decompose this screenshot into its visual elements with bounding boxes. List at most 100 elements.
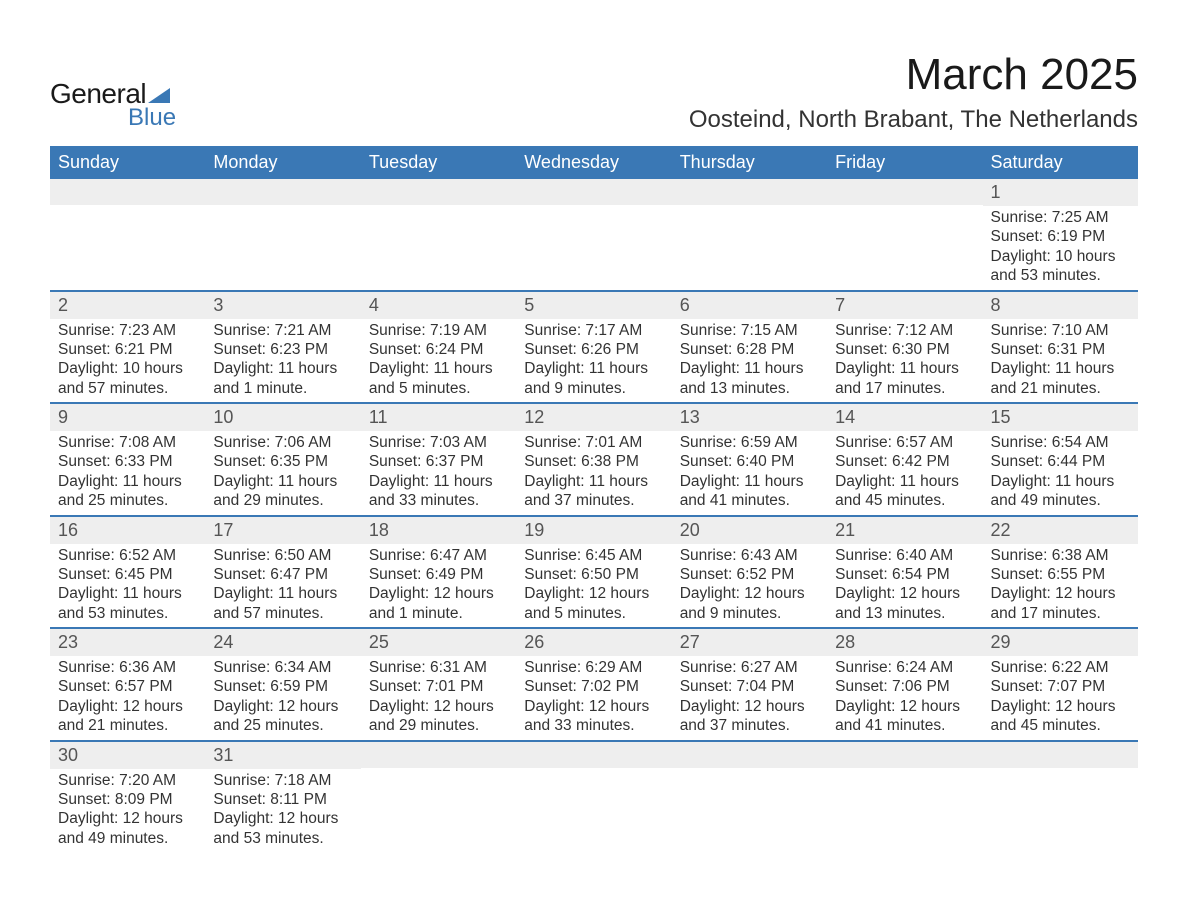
day-number	[672, 179, 827, 205]
day-details: Sunrise: 6:52 AMSunset: 6:45 PMDaylight:…	[50, 544, 205, 628]
calendar-day-cell: 25Sunrise: 6:31 AMSunset: 7:01 PMDayligh…	[361, 628, 516, 741]
day-details: Sunrise: 6:27 AMSunset: 7:04 PMDaylight:…	[672, 656, 827, 740]
calendar-body: 1Sunrise: 7:25 AMSunset: 6:19 PMDaylight…	[50, 179, 1138, 852]
title-block: March 2025 Oosteind, North Brabant, The …	[689, 50, 1138, 134]
day-number: 17	[205, 517, 360, 544]
day-details: Sunrise: 7:25 AMSunset: 6:19 PMDaylight:…	[983, 206, 1138, 290]
sunrise-text: Sunrise: 6:54 AM	[991, 433, 1130, 452]
sunset-text: Sunset: 6:40 PM	[680, 452, 819, 471]
day-details: Sunrise: 6:54 AMSunset: 6:44 PMDaylight:…	[983, 431, 1138, 515]
day-details: Sunrise: 6:24 AMSunset: 7:06 PMDaylight:…	[827, 656, 982, 740]
calendar-day-cell: 3Sunrise: 7:21 AMSunset: 6:23 PMDaylight…	[205, 291, 360, 404]
day-details: Sunrise: 7:18 AMSunset: 8:11 PMDaylight:…	[205, 769, 360, 853]
day-number	[516, 179, 671, 205]
sunset-text: Sunset: 6:52 PM	[680, 565, 819, 584]
location: Oosteind, North Brabant, The Netherlands	[689, 106, 1138, 134]
calendar-week-row: 30Sunrise: 7:20 AMSunset: 8:09 PMDayligh…	[50, 741, 1138, 853]
weekday-header: Wednesday	[516, 146, 671, 179]
calendar-day-cell: 7Sunrise: 7:12 AMSunset: 6:30 PMDaylight…	[827, 291, 982, 404]
calendar-day-cell: 4Sunrise: 7:19 AMSunset: 6:24 PMDaylight…	[361, 291, 516, 404]
calendar-day-cell: 21Sunrise: 6:40 AMSunset: 6:54 PMDayligh…	[827, 516, 982, 629]
day-number: 24	[205, 629, 360, 656]
daylight-text: Daylight: 11 hours and 49 minutes.	[991, 472, 1130, 511]
day-details: Sunrise: 7:21 AMSunset: 6:23 PMDaylight:…	[205, 319, 360, 403]
sunset-text: Sunset: 6:33 PM	[58, 452, 197, 471]
day-details	[361, 768, 516, 846]
daylight-text: Daylight: 11 hours and 53 minutes.	[58, 584, 197, 623]
day-number: 27	[672, 629, 827, 656]
sunset-text: Sunset: 6:38 PM	[524, 452, 663, 471]
calendar-day-cell	[827, 179, 982, 291]
day-details: Sunrise: 6:50 AMSunset: 6:47 PMDaylight:…	[205, 544, 360, 628]
day-details: Sunrise: 7:03 AMSunset: 6:37 PMDaylight:…	[361, 431, 516, 515]
day-details: Sunrise: 7:06 AMSunset: 6:35 PMDaylight:…	[205, 431, 360, 515]
sunrise-text: Sunrise: 7:21 AM	[213, 321, 352, 340]
header: General Blue March 2025 Oosteind, North …	[50, 50, 1138, 134]
calendar-day-cell: 6Sunrise: 7:15 AMSunset: 6:28 PMDaylight…	[672, 291, 827, 404]
calendar-week-row: 23Sunrise: 6:36 AMSunset: 6:57 PMDayligh…	[50, 628, 1138, 741]
sunset-text: Sunset: 8:09 PM	[58, 790, 197, 809]
daylight-text: Daylight: 12 hours and 1 minute.	[369, 584, 508, 623]
brand-line2: Blue	[128, 104, 176, 132]
day-number: 28	[827, 629, 982, 656]
day-details: Sunrise: 6:40 AMSunset: 6:54 PMDaylight:…	[827, 544, 982, 628]
calendar-day-cell: 29Sunrise: 6:22 AMSunset: 7:07 PMDayligh…	[983, 628, 1138, 741]
day-number: 31	[205, 742, 360, 769]
calendar-day-cell	[516, 179, 671, 291]
sunset-text: Sunset: 6:37 PM	[369, 452, 508, 471]
daylight-text: Daylight: 12 hours and 13 minutes.	[835, 584, 974, 623]
calendar-day-cell: 28Sunrise: 6:24 AMSunset: 7:06 PMDayligh…	[827, 628, 982, 741]
daylight-text: Daylight: 12 hours and 33 minutes.	[524, 697, 663, 736]
day-details: Sunrise: 7:20 AMSunset: 8:09 PMDaylight:…	[50, 769, 205, 853]
sunrise-text: Sunrise: 7:17 AM	[524, 321, 663, 340]
day-number	[361, 179, 516, 205]
daylight-text: Daylight: 12 hours and 53 minutes.	[213, 809, 352, 848]
sunset-text: Sunset: 6:45 PM	[58, 565, 197, 584]
day-details: Sunrise: 7:10 AMSunset: 6:31 PMDaylight:…	[983, 319, 1138, 403]
sunset-text: Sunset: 6:19 PM	[991, 227, 1130, 246]
calendar-day-cell: 31Sunrise: 7:18 AMSunset: 8:11 PMDayligh…	[205, 741, 360, 853]
day-number: 5	[516, 292, 671, 319]
calendar-day-cell	[361, 179, 516, 291]
calendar-day-cell	[672, 741, 827, 853]
calendar-day-cell: 9Sunrise: 7:08 AMSunset: 6:33 PMDaylight…	[50, 403, 205, 516]
daylight-text: Daylight: 12 hours and 5 minutes.	[524, 584, 663, 623]
day-details: Sunrise: 6:34 AMSunset: 6:59 PMDaylight:…	[205, 656, 360, 740]
day-number: 18	[361, 517, 516, 544]
sunset-text: Sunset: 6:21 PM	[58, 340, 197, 359]
daylight-text: Daylight: 10 hours and 57 minutes.	[58, 359, 197, 398]
sunset-text: Sunset: 6:30 PM	[835, 340, 974, 359]
day-number: 30	[50, 742, 205, 769]
day-details	[672, 768, 827, 846]
day-number	[827, 179, 982, 205]
sunrise-text: Sunrise: 6:59 AM	[680, 433, 819, 452]
day-details	[983, 768, 1138, 846]
brand-mark-icon	[148, 85, 170, 103]
weekday-header: Monday	[205, 146, 360, 179]
calendar-day-cell: 11Sunrise: 7:03 AMSunset: 6:37 PMDayligh…	[361, 403, 516, 516]
day-details: Sunrise: 6:59 AMSunset: 6:40 PMDaylight:…	[672, 431, 827, 515]
day-details: Sunrise: 7:23 AMSunset: 6:21 PMDaylight:…	[50, 319, 205, 403]
day-number	[672, 742, 827, 768]
sunrise-text: Sunrise: 6:47 AM	[369, 546, 508, 565]
calendar-day-cell: 27Sunrise: 6:27 AMSunset: 7:04 PMDayligh…	[672, 628, 827, 741]
daylight-text: Daylight: 11 hours and 57 minutes.	[213, 584, 352, 623]
day-details: Sunrise: 6:22 AMSunset: 7:07 PMDaylight:…	[983, 656, 1138, 740]
daylight-text: Daylight: 12 hours and 41 minutes.	[835, 697, 974, 736]
sunset-text: Sunset: 6:55 PM	[991, 565, 1130, 584]
sunset-text: Sunset: 7:02 PM	[524, 677, 663, 696]
day-details	[827, 768, 982, 846]
day-number: 2	[50, 292, 205, 319]
daylight-text: Daylight: 11 hours and 45 minutes.	[835, 472, 974, 511]
weekday-header: Thursday	[672, 146, 827, 179]
sunrise-text: Sunrise: 7:06 AM	[213, 433, 352, 452]
weekday-header: Saturday	[983, 146, 1138, 179]
day-number: 20	[672, 517, 827, 544]
calendar-day-cell: 15Sunrise: 6:54 AMSunset: 6:44 PMDayligh…	[983, 403, 1138, 516]
month-title: March 2025	[689, 50, 1138, 100]
calendar-day-cell: 5Sunrise: 7:17 AMSunset: 6:26 PMDaylight…	[516, 291, 671, 404]
day-number: 1	[983, 179, 1138, 206]
daylight-text: Daylight: 12 hours and 25 minutes.	[213, 697, 352, 736]
day-number: 16	[50, 517, 205, 544]
day-details: Sunrise: 7:12 AMSunset: 6:30 PMDaylight:…	[827, 319, 982, 403]
